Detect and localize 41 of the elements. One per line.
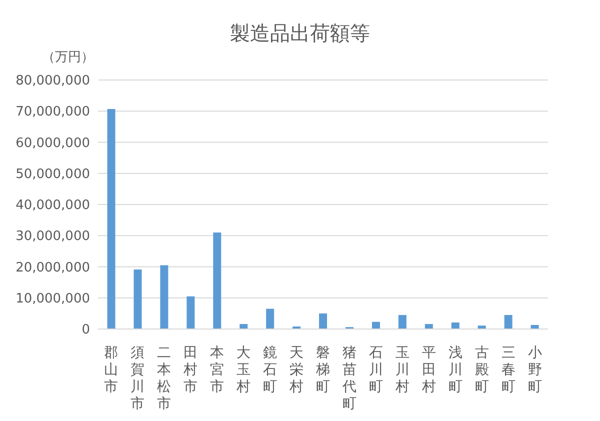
bar <box>372 322 380 329</box>
x-tick-label: 玉川村 <box>394 345 410 395</box>
y-tick-label: 0 <box>82 322 90 338</box>
bar <box>266 308 274 329</box>
x-tick-label: 三春町 <box>501 345 516 395</box>
bar <box>134 270 142 329</box>
x-tick-label: 猪苗代町 <box>341 345 356 412</box>
x-tick-label: 磐梯町 <box>315 345 330 395</box>
x-tick-label: 本宮市 <box>210 345 224 395</box>
y-tick-label: 30,000,000 <box>16 229 90 244</box>
y-tick-label: 10,000,000 <box>16 291 90 306</box>
x-tick-label: 平田村 <box>420 345 436 395</box>
bar <box>451 322 460 329</box>
bar <box>213 232 222 329</box>
chart-title: 製造品出荷額等 <box>229 20 371 47</box>
bar <box>160 265 168 329</box>
x-tick-label: 大玉村 <box>236 345 251 395</box>
x-tick-label: 浅川町 <box>448 345 462 395</box>
x-tick-label: 古殿町 <box>474 345 489 395</box>
y-tick-label: 80,000,000 <box>16 74 90 89</box>
x-tick-label: 須賀川市 <box>130 345 145 412</box>
y-tick-label: 70,000,000 <box>16 104 90 120</box>
x-tick-label: 田村市 <box>182 345 198 395</box>
x-tick-label: 郡山市 <box>104 345 118 395</box>
y-tick-label: 50,000,000 <box>16 166 90 182</box>
bar <box>186 296 195 329</box>
x-tick-label: 鏡石町 <box>263 345 278 395</box>
bar <box>424 324 433 329</box>
bar <box>398 314 406 329</box>
x-tick-label: 二本松市 <box>157 345 172 412</box>
x-tick-label: 天栄村 <box>288 345 304 395</box>
y-tick-label: 20,000,000 <box>16 260 90 276</box>
y-axis-title: （万円） <box>42 49 94 66</box>
bar <box>107 108 116 329</box>
y-tick-label: 60,000,000 <box>16 136 90 151</box>
x-tick-label: 石川町 <box>368 345 383 395</box>
bar <box>319 313 328 329</box>
y-tick-label: 40,000,000 <box>16 198 90 214</box>
x-tick-label: 小野町 <box>528 345 542 395</box>
bar <box>240 324 248 329</box>
bar <box>504 314 512 329</box>
